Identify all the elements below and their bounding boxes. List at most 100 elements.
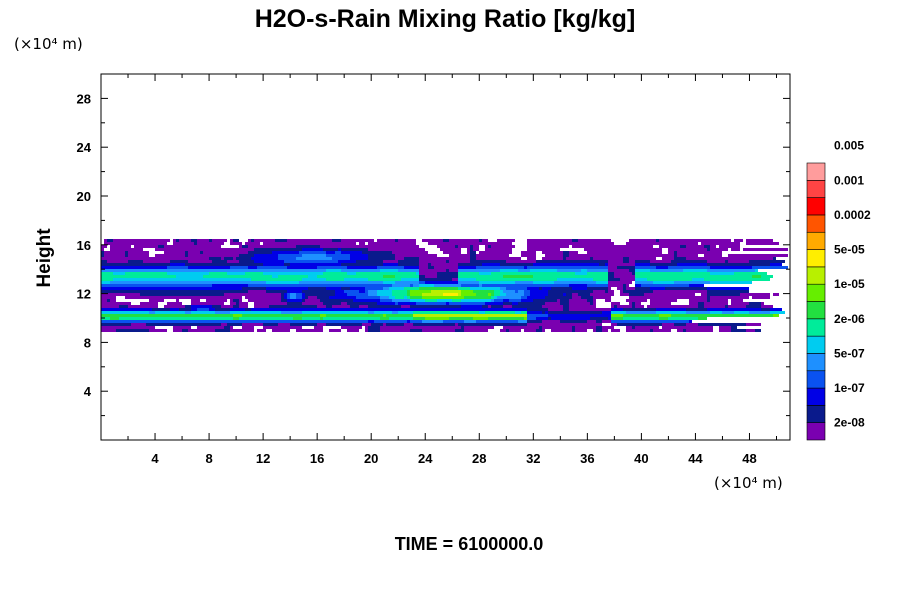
contour-cell [332,239,341,242]
contour-cell [566,293,572,296]
x-tick-label: 48 [742,451,756,466]
contour-cell [245,308,251,311]
contour-cell [239,260,254,263]
contour-cell [236,302,239,305]
contour-cell [707,290,749,293]
contour-cell [320,317,323,320]
contour-cell [605,290,608,293]
contour-cell [548,293,563,296]
contour-cell [395,275,419,278]
contour-cell [347,293,368,296]
y-axis-unit: (×10⁴ m) [14,35,83,53]
contour-cell [443,320,464,323]
contour-cell [533,281,554,284]
contour-cell [332,305,350,308]
contour-cell [608,317,611,320]
contour-cell [710,272,734,275]
contour-cell [677,251,722,254]
contour-cell [473,248,479,251]
contour-cell [377,266,404,269]
contour-cell [341,248,368,251]
contour-cell [146,323,221,326]
contour-cell [128,254,149,257]
contour-cell [266,281,299,284]
contour-cell [746,329,755,332]
contour-cell [572,326,575,329]
contour-cell [650,329,653,332]
contour-cell [491,299,494,302]
contour-cell [650,287,665,290]
contour-cell [248,239,251,242]
contour-cell [449,302,485,305]
contour-cell [293,317,302,320]
contour-cell [176,239,179,242]
contour-cell [548,314,611,317]
contour-cell [617,266,635,269]
contour-cell [587,299,593,302]
contour-cell [191,305,212,308]
contour-cell [683,329,686,332]
contour-cell [572,329,575,332]
x-tick-label: 28 [472,451,486,466]
contour-cell [632,302,635,305]
contour-cell [659,317,668,320]
contour-cell [254,248,302,251]
contour-cell [350,287,365,290]
contour-cell [101,266,167,269]
contour-cell [425,299,437,302]
contour-cell [398,311,413,314]
contour-cell [569,302,590,305]
contour-cell [113,272,125,275]
contour-cell [635,260,650,263]
contour-cell [302,299,305,302]
contour-cell [101,278,113,281]
contour-cell [521,311,527,314]
contour-cell [683,269,707,272]
contour-cell [656,311,686,314]
contour-cell [500,293,506,296]
contour-cell [446,269,449,272]
contour-cell [593,329,596,332]
contour-cell [245,296,281,299]
contour-cell [242,245,248,248]
contour-cell [533,299,557,302]
contour-cell [341,263,383,266]
contour-cell [710,311,722,314]
contour-cell [419,281,425,284]
contour-cell [419,278,452,281]
contour-cell [383,275,395,278]
contour-cell [413,284,419,287]
contour-cell [101,290,248,293]
contour-cell [431,263,458,266]
contour-cell [119,317,233,320]
contour-cell [302,317,320,320]
contour-cell [626,329,650,332]
y-tick-label: 12 [77,287,91,302]
contour-cell [749,302,761,305]
contour-cell [470,251,476,254]
contour-cell [656,308,686,311]
contour-cell [773,257,776,260]
contour-cell [707,308,761,311]
contour-cell [395,281,419,284]
contour-cell [233,239,239,242]
contour-cell [134,245,158,248]
contour-cell [368,290,377,293]
contour-cell [419,266,428,269]
contour-cell [359,242,365,245]
contour-cell [770,263,782,266]
contour-cell [674,281,710,284]
contour-cell [485,302,503,305]
contour-cell [197,308,209,311]
contour-cell [593,302,596,305]
contour-cell [656,266,668,269]
contour-cell [686,311,710,314]
contour-cell [368,305,401,308]
contour-cell [659,239,731,242]
contour-cell [458,269,500,272]
contour-cell [398,269,419,272]
contour-cell [569,284,587,287]
contour-cell [479,284,482,287]
contour-cell [350,254,368,257]
contour-cell [287,302,302,305]
